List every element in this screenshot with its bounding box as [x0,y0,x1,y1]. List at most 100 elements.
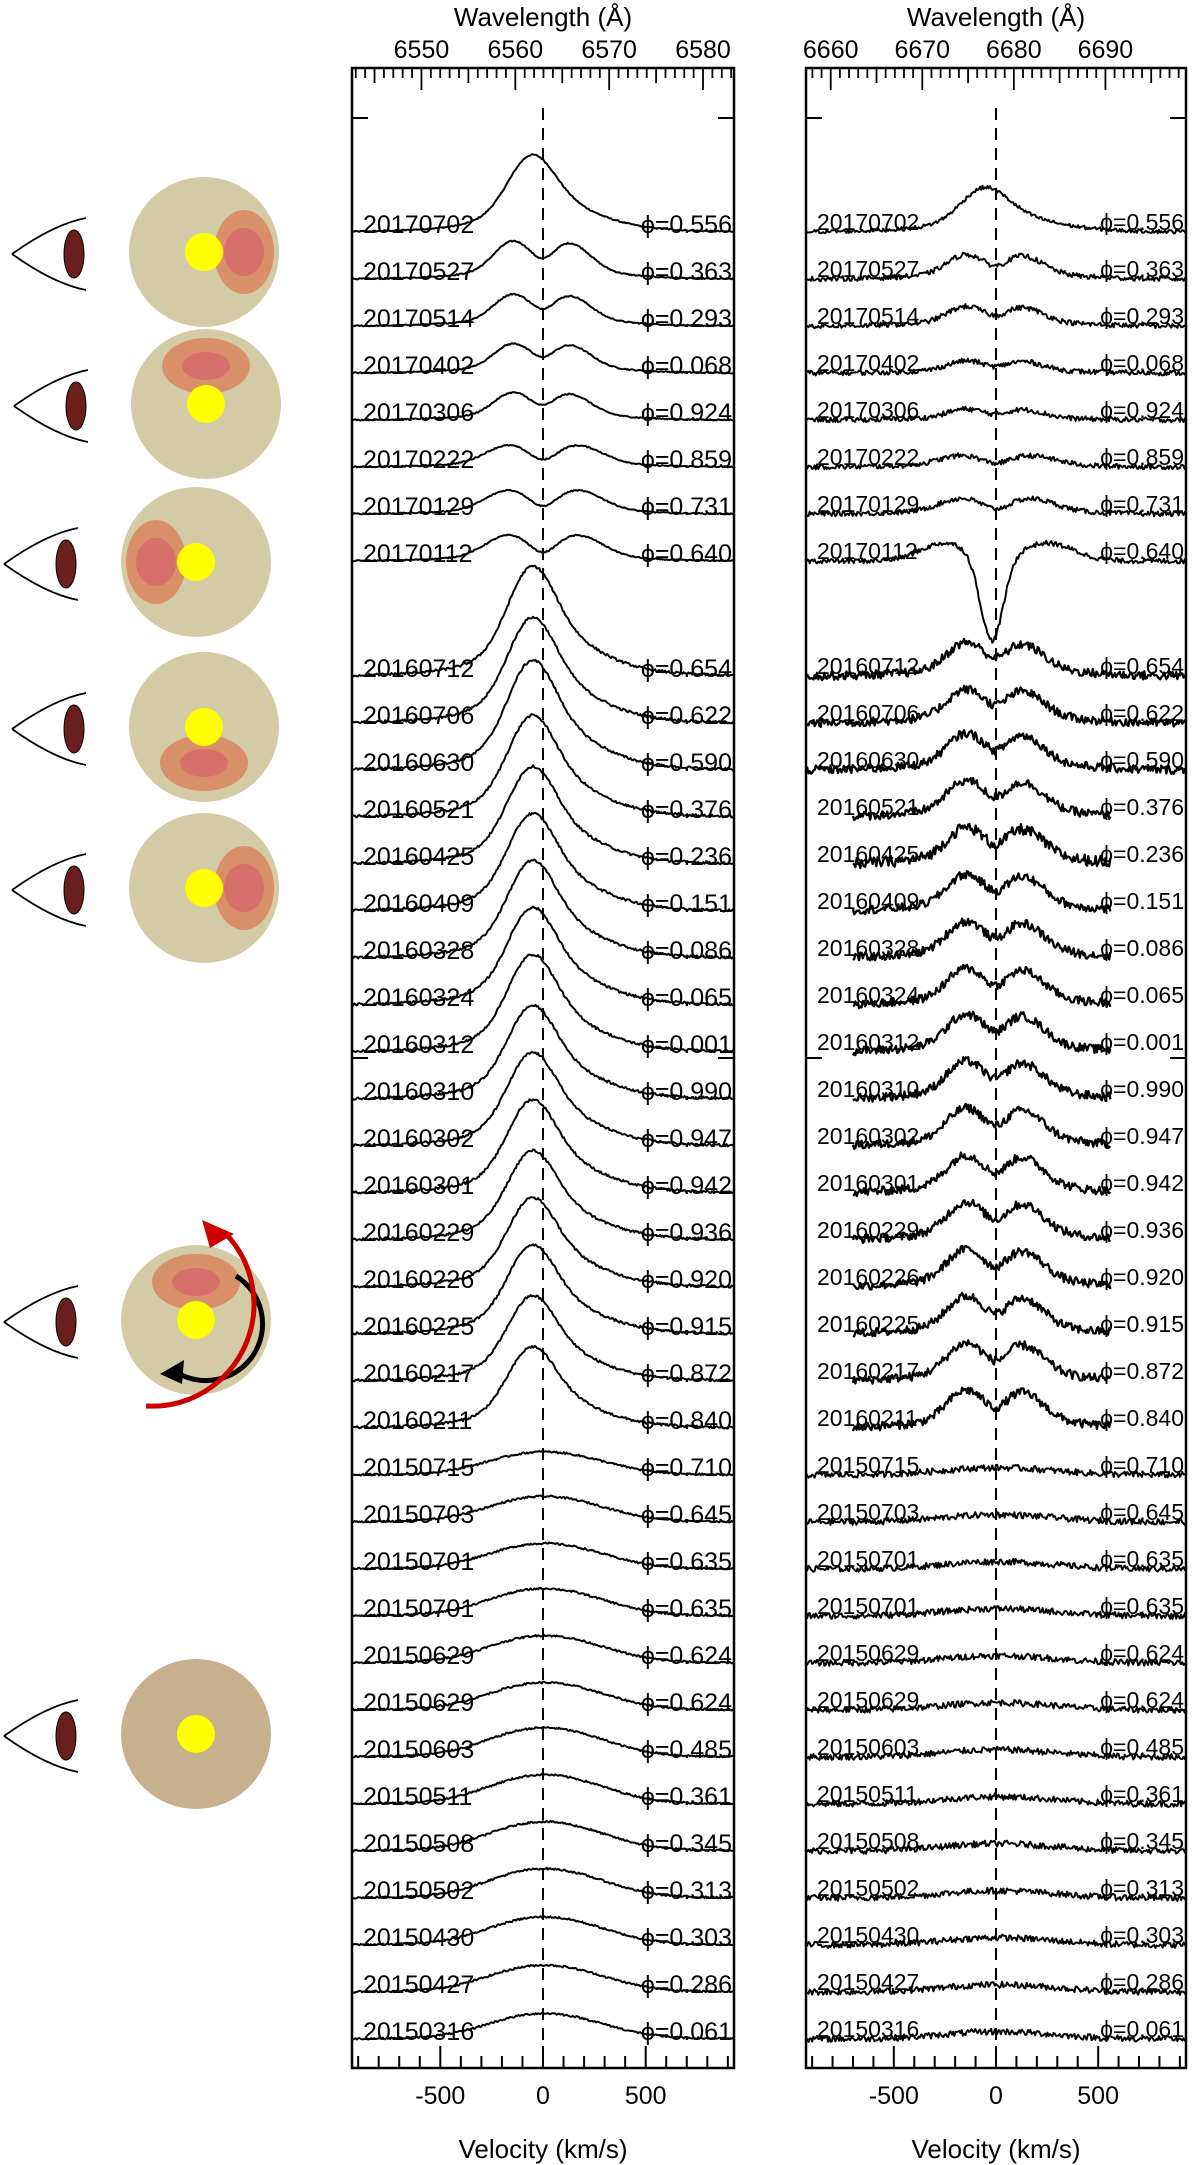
spectrum-phase-label: ϕ=0.942 [641,1172,732,1200]
hotspot-core [136,538,176,586]
central-star [187,385,225,423]
spectrum-date-label: 20150715 [817,1452,919,1478]
spectrum-phase-label: ϕ=0.936 [641,1219,732,1247]
spectrum-line [351,905,735,1007]
spectrum-phase-label: ϕ=0.363 [1100,256,1184,282]
spectrum-line [805,452,1187,471]
spectrum-date-label: 20160225 [817,1311,919,1337]
spectrum-phase-label: ϕ=0.840 [1100,1405,1184,1431]
spectrum-phase-label: ϕ=0.086 [641,937,732,965]
spectrum-phase-label: ϕ=0.236 [1100,841,1184,867]
spectrum-line [351,2011,735,2041]
spectrum-phase-label: ϕ=0.710 [1100,1452,1184,1478]
spectrum-date-label: 20150511 [817,1781,918,1807]
spectrum-phase-label: ϕ=0.556 [1100,209,1184,235]
spectrum-date-label: 20160706 [817,700,919,726]
spectrum-date-label: 20150701 [363,1595,474,1623]
spectrum-phase-label: ϕ=0.990 [1100,1076,1184,1102]
spectrum-line [805,357,1187,377]
spectrum-phase-label: ϕ=0.151 [641,890,732,918]
spectrum-phase-label: ϕ=0.622 [641,702,732,730]
spectrum-phase-label: ϕ=0.635 [641,1548,732,1576]
spectrum-phase-label: ϕ=0.293 [641,305,732,333]
spectrum-line [805,1745,1187,1761]
spectrum-line [805,1933,1187,1949]
x2-tick-label: 6580 [675,36,731,64]
spectrum-phase-label: ϕ=0.920 [1100,1264,1184,1290]
spectrum-date-label: 20150629 [363,1689,474,1717]
spectrum-line [805,1792,1187,1808]
spectrum-phase-label: ϕ=0.068 [641,352,732,380]
x-tick-label: 500 [1077,2082,1119,2110]
bottom-axis-label: Velocity (km/s) [911,2134,1080,2164]
spectrum-line [351,1586,735,1618]
spectrum-date-label: 20150629 [817,1640,919,1666]
accretion-disk-diagram [121,1659,271,1809]
spectrum-line [351,1726,735,1759]
spectrum-date-label: 20150430 [363,1924,474,1952]
spectrum-date-label: 20160229 [363,1219,474,1247]
spectrum-line [351,1494,735,1524]
spectrum-line [805,303,1187,330]
spectrum-phase-label: ϕ=0.590 [641,749,732,777]
spectrum-line [351,488,735,516]
spectrum-line [351,153,735,234]
spectrum-date-label: 20160328 [817,935,919,961]
accretion-disk-diagram [121,1245,271,1395]
spectrum-line [805,405,1187,424]
spectrum-phase-label: ϕ=0.286 [1100,1969,1184,1995]
spectrum-phase-label: ϕ=0.731 [641,493,732,521]
spectrum-date-label: 20160226 [817,1264,919,1290]
spectrum-date-label: 20160217 [817,1358,919,1384]
spectrum-phase-label: ϕ=0.236 [641,843,732,871]
x2-tick-label: 6690 [1078,36,1134,64]
hotspot-core [224,228,264,276]
halpha-panel: Wavelength (Å) Velocity (km/s) -500 0 500 6… [350,2,736,2164]
spectrum-date-label: 20170527 [363,258,474,286]
spectrum-phase-label: ϕ=0.363 [641,258,732,286]
spectrum-phase-label: ϕ=0.151 [1100,888,1184,914]
spectrum-phase-label: ϕ=0.556 [641,211,732,239]
spectrum-phase-label: ϕ=0.635 [641,1595,732,1623]
spectrum-date-label: 20150701 [817,1593,919,1619]
spectrum-phase-label: ϕ=0.936 [1100,1217,1184,1243]
disk-diagram-column [3,177,281,1809]
x-tick-label: 500 [625,2082,667,2110]
spectrum-phase-label: ϕ=0.061 [641,2018,732,2046]
spectrum-phase-label: ϕ=0.924 [641,399,732,427]
spectrum-date-label: 20160425 [817,841,919,867]
x2-tick-label: 6550 [394,36,450,64]
spectrum-line [851,1339,1111,1385]
spectrum-date-label: 20150701 [817,1546,919,1572]
spectrum-phase-label: ϕ=0.947 [641,1125,732,1153]
spectrum-line [851,776,1112,822]
spectrum-line [351,1294,735,1383]
spectrum-line [805,1886,1187,1902]
spectrum-phase-label: ϕ=0.303 [1100,1922,1184,1948]
spectrum-date-label: 20160521 [363,796,474,824]
spectrum-date-label: 20160217 [363,1360,474,1388]
observer-eye-icon [3,527,79,601]
spectrum-phase-label: ϕ=0.947 [1100,1123,1184,1149]
spectrum-date-label: 20170129 [817,491,919,517]
spectrum-line [351,391,735,422]
spectrum-phase-label: ϕ=0.001 [1100,1029,1184,1055]
spectrum-line [351,1772,735,1806]
observer-eye-icon [11,217,87,291]
spectrum-line [351,342,735,375]
spectrum-line [351,1003,735,1101]
x2-tick-label: 6570 [581,36,637,64]
spectrum-phase-label: ϕ=0.654 [641,655,732,683]
spectrum-line [804,637,1188,682]
spectrum-phase-label: ϕ=0.345 [1100,1828,1184,1854]
hotspot-core [182,352,230,380]
spectrum-date-label: 20160521 [817,794,919,820]
x2-tick-label: 6670 [894,36,950,64]
spectrum-date-label: 20150427 [817,1969,919,1995]
x-tick-label: -500 [869,2082,919,2110]
spectrum-date-label: 20160712 [363,655,474,683]
spectrum-date-label: 20160630 [363,749,474,777]
spectrum-line [351,812,735,913]
spectrum-phase-label: ϕ=0.068 [1100,350,1184,376]
